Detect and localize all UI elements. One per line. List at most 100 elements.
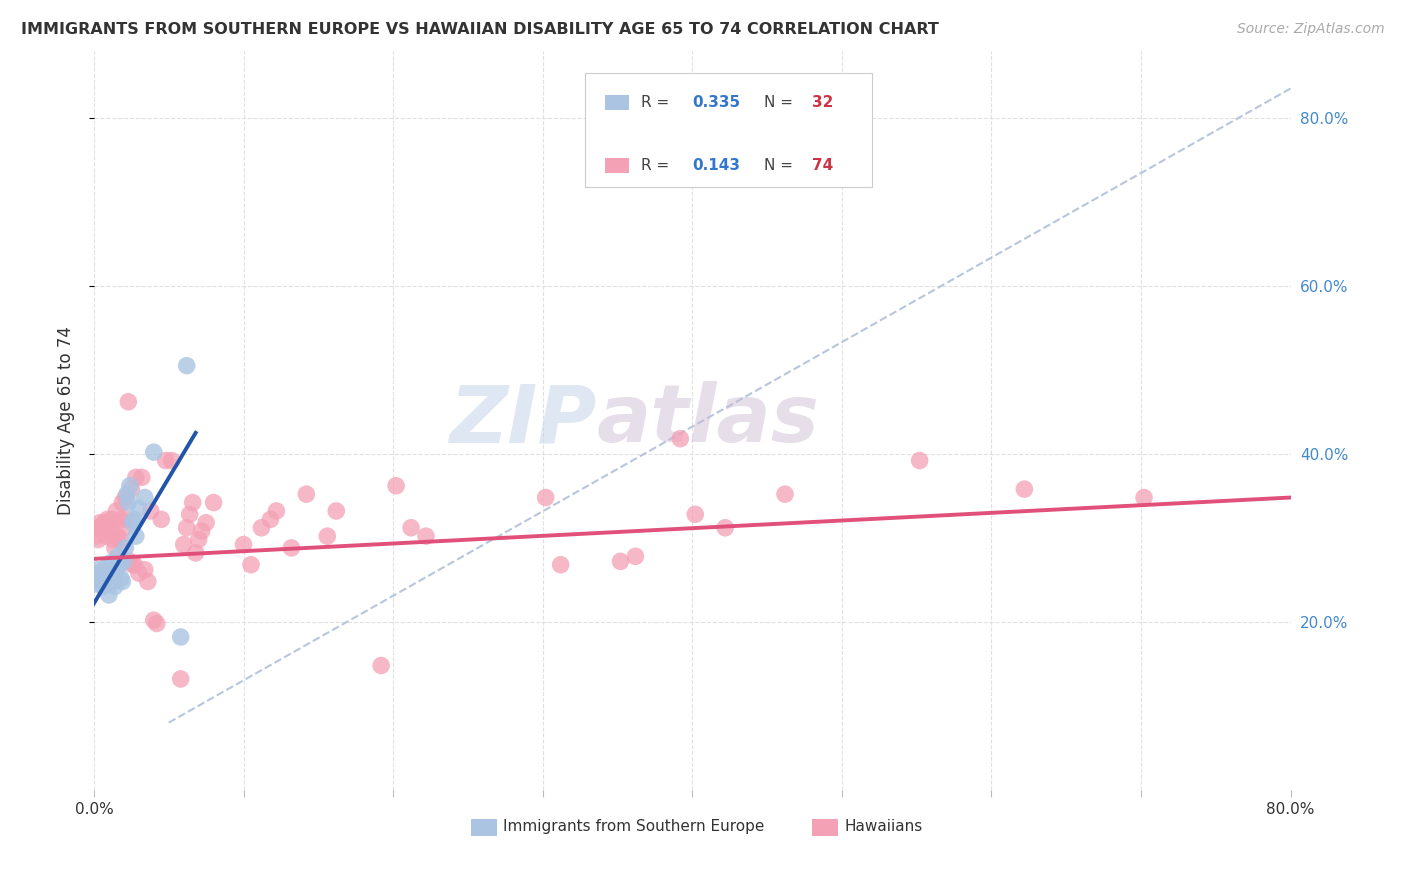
Point [714, 521, 737, 535]
Point [240, 558, 263, 572]
Point [110, 512, 132, 526]
Point [111, 495, 134, 509]
Bar [811, 820, 838, 836]
Text: atlas: atlas [596, 381, 820, 459]
Point [97, 588, 120, 602]
Point [250, 521, 273, 535]
Text: Immigrants from Southern Europe: Immigrants from Southern Europe [503, 819, 765, 834]
Point [170, 672, 193, 686]
Point [84, 577, 107, 591]
Point [195, 516, 218, 530]
Point [121, 558, 143, 572]
Point [124, 512, 146, 526]
Point [131, 470, 153, 484]
Point [105, 504, 128, 518]
Point [90, 568, 112, 582]
Point [773, 487, 796, 501]
Point [104, 580, 127, 594]
Point [117, 495, 139, 509]
Point [118, 554, 141, 568]
Point [1014, 482, 1036, 496]
Point [125, 529, 148, 543]
Point [534, 491, 557, 505]
Bar [605, 158, 628, 173]
Point [93, 568, 115, 582]
Point [134, 563, 156, 577]
Text: IMMIGRANTS FROM SOUTHERN EUROPE VS HAWAIIAN DISABILITY AGE 65 TO 74 CORRELATION : IMMIGRANTS FROM SOUTHERN EUROPE VS HAWAI… [21, 22, 939, 37]
Point [266, 504, 288, 518]
Text: R =: R = [641, 95, 673, 110]
Point [176, 359, 198, 373]
Point [97, 524, 120, 538]
Point [114, 491, 136, 505]
Text: N =: N = [763, 158, 799, 173]
Point [142, 613, 165, 627]
Point [114, 541, 136, 555]
Point [173, 537, 195, 551]
FancyBboxPatch shape [585, 73, 872, 187]
Point [128, 501, 150, 516]
Point [669, 432, 692, 446]
Point [136, 574, 159, 589]
Text: 74: 74 [811, 158, 834, 173]
Point [120, 482, 142, 496]
Point [908, 453, 931, 467]
Bar [605, 95, 628, 110]
Point [150, 512, 173, 526]
Point [115, 487, 138, 501]
Point [118, 479, 141, 493]
Point [609, 554, 631, 568]
Point [89, 573, 111, 587]
Point [117, 394, 139, 409]
Point [160, 453, 183, 467]
Point [104, 541, 127, 555]
Point [87, 533, 110, 547]
Point [190, 524, 212, 538]
Point [91, 580, 114, 594]
Point [139, 504, 162, 518]
Point [415, 529, 437, 543]
Bar [471, 820, 498, 836]
Point [107, 549, 129, 564]
Point [91, 524, 114, 538]
Point [87, 566, 110, 581]
Point [399, 521, 422, 535]
Point [170, 630, 193, 644]
Point [259, 512, 281, 526]
Point [101, 568, 124, 582]
Point [96, 565, 118, 579]
Point [86, 563, 108, 577]
Point [121, 516, 143, 530]
Point [202, 495, 225, 509]
Point [112, 554, 135, 568]
Point [94, 529, 117, 543]
Point [89, 516, 111, 530]
Point [86, 521, 108, 535]
Point [90, 521, 112, 535]
Point [105, 563, 128, 577]
Text: 0.335: 0.335 [692, 95, 741, 110]
Text: 0.143: 0.143 [692, 158, 741, 173]
Point [115, 512, 138, 526]
Point [112, 521, 135, 535]
Point [370, 658, 392, 673]
Point [94, 560, 117, 574]
Point [145, 616, 167, 631]
Y-axis label: Disability Age 65 to 74: Disability Age 65 to 74 [58, 326, 75, 515]
Point [110, 571, 132, 585]
Point [179, 508, 201, 522]
Text: ZIP: ZIP [449, 381, 596, 459]
Point [103, 574, 125, 589]
Point [181, 495, 204, 509]
Point [100, 521, 122, 535]
Point [107, 529, 129, 543]
Point [550, 558, 572, 572]
Point [103, 533, 125, 547]
Point [624, 549, 647, 564]
Point [93, 516, 115, 530]
Point [232, 537, 254, 551]
Text: N =: N = [763, 95, 799, 110]
Point [101, 512, 124, 526]
Text: Hawaiians: Hawaiians [844, 819, 922, 834]
Point [316, 529, 339, 543]
